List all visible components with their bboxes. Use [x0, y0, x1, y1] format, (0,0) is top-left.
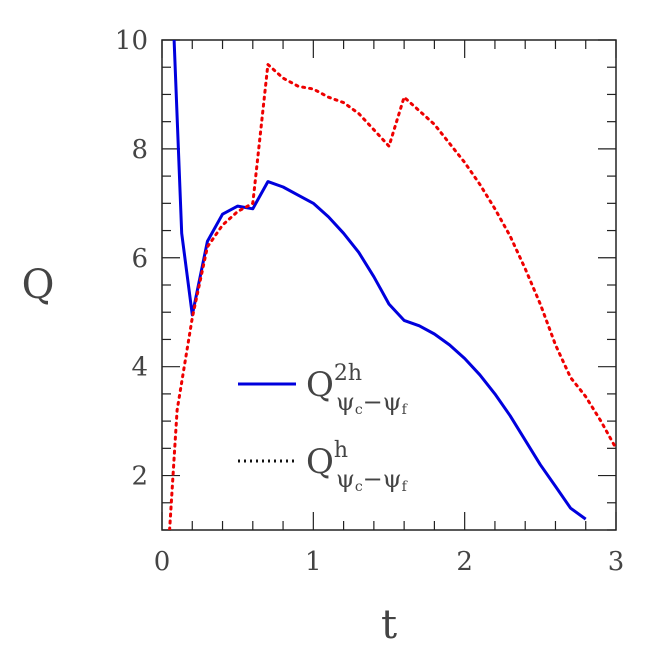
x-tick-label: 1 [305, 547, 322, 577]
plot-frame [161, 39, 617, 531]
x-tick-label: 2 [456, 547, 473, 577]
series-line-2 [168, 63, 616, 530]
legend: Q2h ψc−ψf Qh ψc−ψf [238, 361, 409, 495]
y-axis-title: Q [22, 262, 55, 308]
legend-label-series-1: Q2h ψc−ψf [306, 361, 409, 418]
y-tick-label: 8 [131, 135, 148, 165]
series-line-1 [172, 40, 587, 521]
x-axis-title: t [381, 602, 397, 648]
legend-label-series-2: Qh ψc−ψf [306, 438, 409, 495]
series-layer [168, 40, 616, 530]
y-tick-label: 2 [131, 462, 148, 492]
y-tick-label: 10 [115, 26, 148, 56]
y-tick-label: 4 [131, 353, 148, 383]
tick-labels: 0 1 2 3 2 4 6 8 10 [115, 26, 624, 577]
x-tick-label: 3 [608, 547, 625, 577]
y-tick-label: 6 [131, 244, 148, 274]
x-tick-label: 0 [154, 547, 171, 577]
axis-ticks [161, 39, 617, 531]
